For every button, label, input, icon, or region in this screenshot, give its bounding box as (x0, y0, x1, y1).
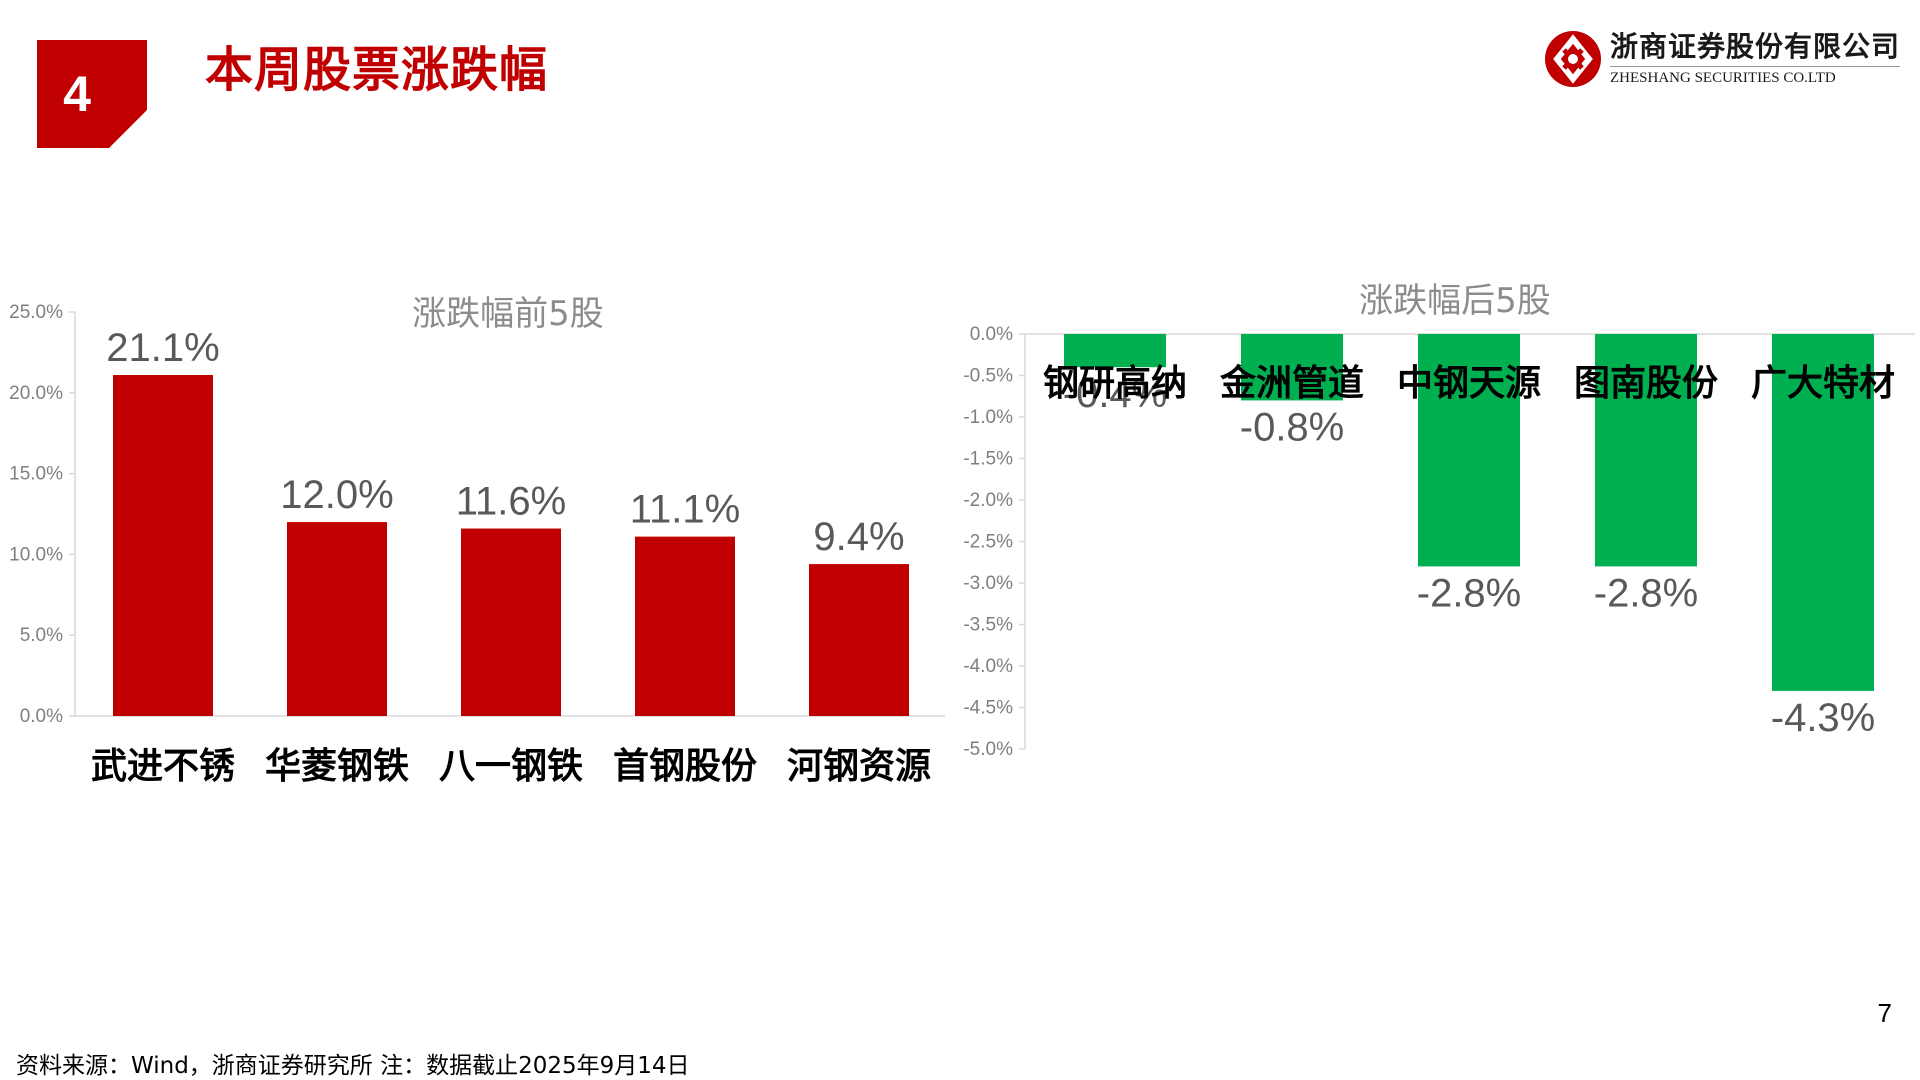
data-label: 12.0% (280, 473, 393, 517)
category-label: 河钢资源 (787, 745, 931, 787)
category-label: 图南股份 (1574, 362, 1718, 404)
data-label: -2.8% (1417, 571, 1522, 615)
data-label: 21.1% (106, 326, 219, 370)
y-tick-label: -1.5% (963, 449, 1013, 470)
chart-title: 涨跌幅后5股 (1359, 281, 1551, 321)
category-label: 首钢股份 (613, 745, 757, 787)
data-label: -4.3% (1771, 696, 1876, 740)
category-label: 华菱钢铁 (265, 745, 409, 787)
logo-mark-icon (1545, 31, 1601, 87)
bar (809, 564, 909, 716)
bar (1064, 334, 1166, 368)
bar (113, 375, 213, 716)
bar (635, 536, 735, 716)
y-tick-label: 25.0% (9, 302, 63, 323)
data-label: 11.6% (456, 480, 566, 524)
bar (1241, 334, 1343, 401)
category-label: 钢研高纳 (1043, 362, 1187, 404)
y-tick-label: -0.5% (963, 366, 1013, 387)
y-tick-label: -2.0% (963, 490, 1013, 511)
y-tick-label: -4.5% (963, 698, 1013, 719)
bar (1772, 334, 1874, 691)
section-number: 4 (63, 66, 91, 122)
data-label: 9.4% (813, 515, 904, 559)
source-note: 资料来源：Wind，浙商证券研究所 注：数据截止2025年9月14日 (16, 1053, 690, 1079)
y-tick-label: 0.0% (970, 324, 1013, 345)
company-logo: 浙商证券股份有限公司 ZHESHANG SECURITIES CO.LTD (1544, 30, 1904, 94)
y-tick-label: -2.5% (963, 532, 1013, 553)
chart-bottom5: 涨跌幅后5股 0.0% -0.5% -1.0% -1.5% -2.0% -2.5% -3.0%… (963, 281, 1915, 760)
section-badge: 4 (37, 40, 147, 148)
category-label: 中钢天源 (1397, 362, 1541, 404)
logo-company-name: 浙商证券股份有限公司 (1610, 30, 1901, 63)
y-tick-label: 10.0% (9, 544, 63, 565)
data-label: -2.8% (1594, 571, 1699, 615)
y-tick-label: -1.0% (963, 407, 1013, 428)
y-tick-label: 0.0% (20, 706, 63, 727)
category-label: 金洲管道 (1219, 362, 1364, 404)
y-tick-label: -4.0% (963, 656, 1013, 677)
y-tick-label: -3.0% (963, 573, 1013, 594)
page-title: 本周股票涨跌幅 (205, 42, 549, 98)
data-label: -0.8% (1240, 405, 1345, 449)
y-tick-label: 5.0% (20, 625, 63, 646)
data-label: 11.1% (630, 488, 740, 532)
category-label: 武进不锈 (91, 745, 235, 787)
bar (1595, 334, 1697, 567)
category-label: 广大特材 (1751, 362, 1895, 404)
bar (1418, 334, 1520, 567)
y-tick-label: -3.5% (963, 615, 1013, 636)
y-tick-label: 15.0% (9, 464, 63, 485)
data-label: -0.4% (1063, 372, 1168, 416)
chart-title: 涨跌幅前5股 (412, 294, 604, 334)
category-label: 八一钢铁 (439, 745, 583, 787)
bar (461, 528, 561, 716)
y-tick-label: -5.0% (963, 739, 1013, 760)
y-tick-label: 20.0% (9, 383, 63, 404)
logo-company-name-en: ZHESHANG SECURITIES CO.LTD (1610, 66, 1900, 88)
bar (287, 522, 387, 716)
chart-top5: 涨跌幅前5股 0.0% 5.0% 10.0% 15.0% 20.0% 25.0% 21.1% 武… (9, 294, 945, 787)
page-number: 7 (1877, 998, 1892, 1028)
